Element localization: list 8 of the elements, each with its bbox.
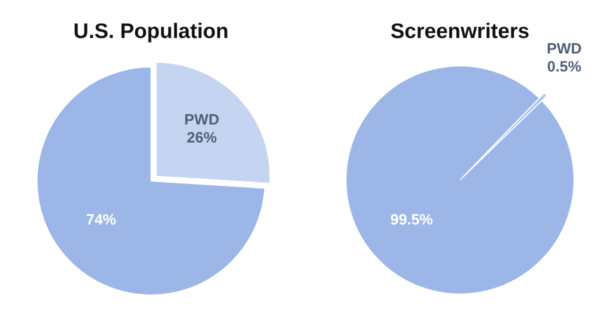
chart-title: U.S. Population	[73, 20, 229, 43]
data-label: 74%	[86, 212, 116, 229]
slice-label: PWD	[184, 111, 220, 128]
data-label: 26%	[186, 129, 217, 146]
data-label: 0.5%	[547, 58, 582, 76]
chart-title: Screenwriters	[390, 20, 530, 43]
slice-label: PWD	[546, 40, 582, 58]
data-label: 99.5%	[390, 211, 433, 228]
